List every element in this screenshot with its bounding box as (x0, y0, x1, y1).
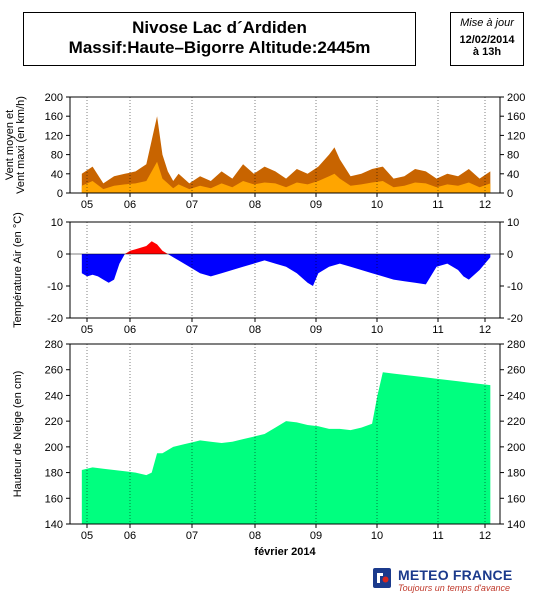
y-tick-label-right: 0 (507, 249, 513, 261)
y-tick-label-right: 200 (507, 442, 525, 454)
wind-series-0 (81, 116, 491, 193)
x-tick-label: 06 (124, 199, 136, 211)
temperature-positive-area (81, 241, 491, 254)
y-tick-label-left: 160 (45, 493, 63, 505)
x-tick-label: 08 (249, 324, 261, 336)
snow-depth-area (81, 372, 491, 524)
x-tick-label: 11 (432, 324, 443, 336)
y-tick-label-right: 220 (507, 416, 525, 428)
y-axis-label: Vent moyen et (4, 110, 16, 180)
y-tick-label-left: 80 (51, 150, 63, 162)
wind-series-1 (81, 161, 491, 193)
x-tick-label: 12 (479, 199, 491, 211)
x-tick-label: 11 (432, 199, 443, 211)
y-tick-label-left: 220 (45, 416, 63, 428)
y-tick-label-left: 140 (45, 519, 63, 531)
x-tick-label: 06 (124, 324, 136, 336)
x-tick-label: 10 (371, 530, 383, 542)
x-tick-label: 10 (371, 324, 383, 336)
update-heading: Mise à jour (460, 17, 514, 29)
x-tick-label: 05 (81, 199, 93, 211)
x-tick-label: 05 (81, 324, 93, 336)
y-tick-label-right: -20 (507, 313, 523, 325)
y-tick-label-left: 0 (57, 188, 63, 200)
x-tick-label: 12 (479, 324, 491, 336)
x-axis-label: février 2014 (254, 546, 316, 558)
y-tick-label-left: 120 (45, 130, 63, 142)
logo-slogan: Toujours un temps d'avance (398, 583, 510, 593)
y-tick-label-right: 0 (507, 188, 513, 200)
station-title: Nivose Lac d´Ardiden (132, 18, 307, 37)
y-axis-label: Hauteur de Neige (en cm) (12, 371, 24, 498)
y-tick-label-right: -10 (507, 281, 523, 293)
x-tick-label: 07 (186, 324, 198, 336)
y-tick-label-right: 10 (507, 217, 519, 229)
x-tick-label: 08 (249, 530, 261, 542)
y-tick-label-right: 40 (507, 169, 519, 181)
station-title-box: Nivose Lac d´Ardiden Massif:Haute–Bigorr… (23, 12, 416, 66)
temperature-negative-area (81, 254, 491, 286)
y-tick-label-right: 260 (507, 365, 525, 377)
y-tick-label-right: 140 (507, 519, 525, 531)
y-tick-label-right: 180 (507, 468, 525, 480)
y-tick-label-left: 260 (45, 365, 63, 377)
y-tick-label-left: 240 (45, 390, 63, 402)
update-box: Mise à jour 12/02/2014 à 13h (450, 12, 524, 66)
y-axis-label: Vent maxi (en km/h) (15, 96, 27, 194)
y-tick-label-left: 280 (45, 339, 63, 351)
y-tick-label-left: 200 (45, 92, 63, 104)
x-tick-label: 06 (124, 530, 136, 542)
station-subtitle: Massif:Haute–Bigorre Altitude:2445m (68, 38, 371, 57)
y-tick-label-right: 120 (507, 130, 525, 142)
meteo-france-logo: METEO FRANCE Toujours un temps d'avance (373, 567, 538, 595)
y-tick-label-right: 200 (507, 92, 525, 104)
update-time: à 13h (472, 46, 502, 58)
update-date: 12/02/2014 (459, 34, 515, 46)
x-tick-label: 09 (310, 530, 322, 542)
y-tick-label-left: -10 (47, 281, 63, 293)
y-tick-label-right: 160 (507, 111, 525, 123)
y-tick-label-right: 80 (507, 150, 519, 162)
y-tick-label-left: 10 (51, 217, 63, 229)
y-axis-label: Température Air (en °C) (12, 212, 24, 328)
x-tick-label: 07 (186, 530, 198, 542)
y-tick-label-left: 0 (57, 249, 63, 261)
y-tick-label-left: 180 (45, 468, 63, 480)
y-tick-label-right: 240 (507, 390, 525, 402)
x-tick-label: 07 (186, 199, 198, 211)
x-tick-label: 11 (432, 530, 443, 542)
y-tick-label-right: 160 (507, 493, 525, 505)
y-tick-label-left: 40 (51, 169, 63, 181)
meteo-france-logo-icon (373, 568, 391, 588)
x-tick-label: 09 (310, 324, 322, 336)
x-tick-label: 05 (81, 530, 93, 542)
plot-frame-2 (69, 343, 501, 525)
y-tick-label-right: 280 (507, 339, 525, 351)
logo-name: METEO FRANCE (398, 567, 513, 583)
plot-frame-1 (69, 221, 501, 319)
y-tick-label-left: -20 (47, 313, 63, 325)
x-tick-label: 10 (371, 199, 383, 211)
x-tick-label: 09 (310, 199, 322, 211)
plot-frame-0 (69, 96, 501, 194)
x-tick-label: 12 (479, 530, 491, 542)
y-tick-label-left: 200 (45, 442, 63, 454)
y-tick-label-left: 160 (45, 111, 63, 123)
x-tick-label: 08 (249, 199, 261, 211)
